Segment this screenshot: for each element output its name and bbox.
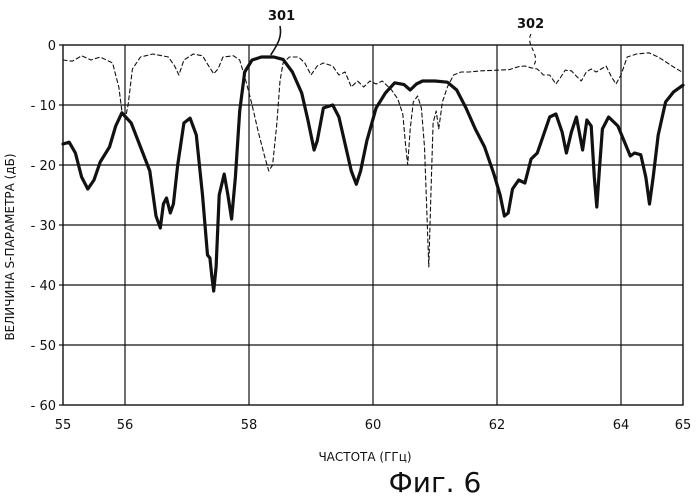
x-axis-ticks: 55 56 58 60 62 64 65 — [55, 418, 692, 433]
y-tick-label: - 40 — [31, 279, 56, 294]
x-tick-label: 56 — [117, 418, 134, 433]
y-tick-label: - 30 — [31, 219, 56, 234]
x-tick-label: 62 — [489, 418, 506, 433]
x-tick-label: 58 — [241, 418, 258, 433]
y-tick-label: 0 — [48, 39, 56, 54]
y-tick-label: - 20 — [31, 159, 56, 174]
x-tick-label: 65 — [675, 418, 692, 433]
y-axis-ticks: 0 - 10 - 20 - 30 - 40 - 50 - 60 — [31, 39, 63, 414]
chart: 55 56 58 60 62 64 65 0 - 10 - 20 - 30 - 40 - 50 - 60… — [3, 9, 691, 499]
x-axis-label: ЧАСТОТА (ГГц) — [318, 450, 411, 464]
figure-caption: Фиг. 6 — [389, 466, 482, 499]
callout-label-301: 301 — [268, 9, 295, 24]
x-tick-label: 55 — [55, 418, 72, 433]
x-tick-label: 60 — [365, 418, 382, 433]
y-tick-label: - 50 — [31, 339, 56, 354]
y-tick-label: - 60 — [31, 399, 56, 414]
y-tick-label: - 10 — [31, 99, 56, 114]
callout-label-302: 302 — [517, 17, 544, 32]
x-tick-label: 64 — [613, 418, 630, 433]
y-axis-label: ВЕЛИЧИНА S-ПАРАМЕТРА (дБ) — [3, 153, 17, 340]
